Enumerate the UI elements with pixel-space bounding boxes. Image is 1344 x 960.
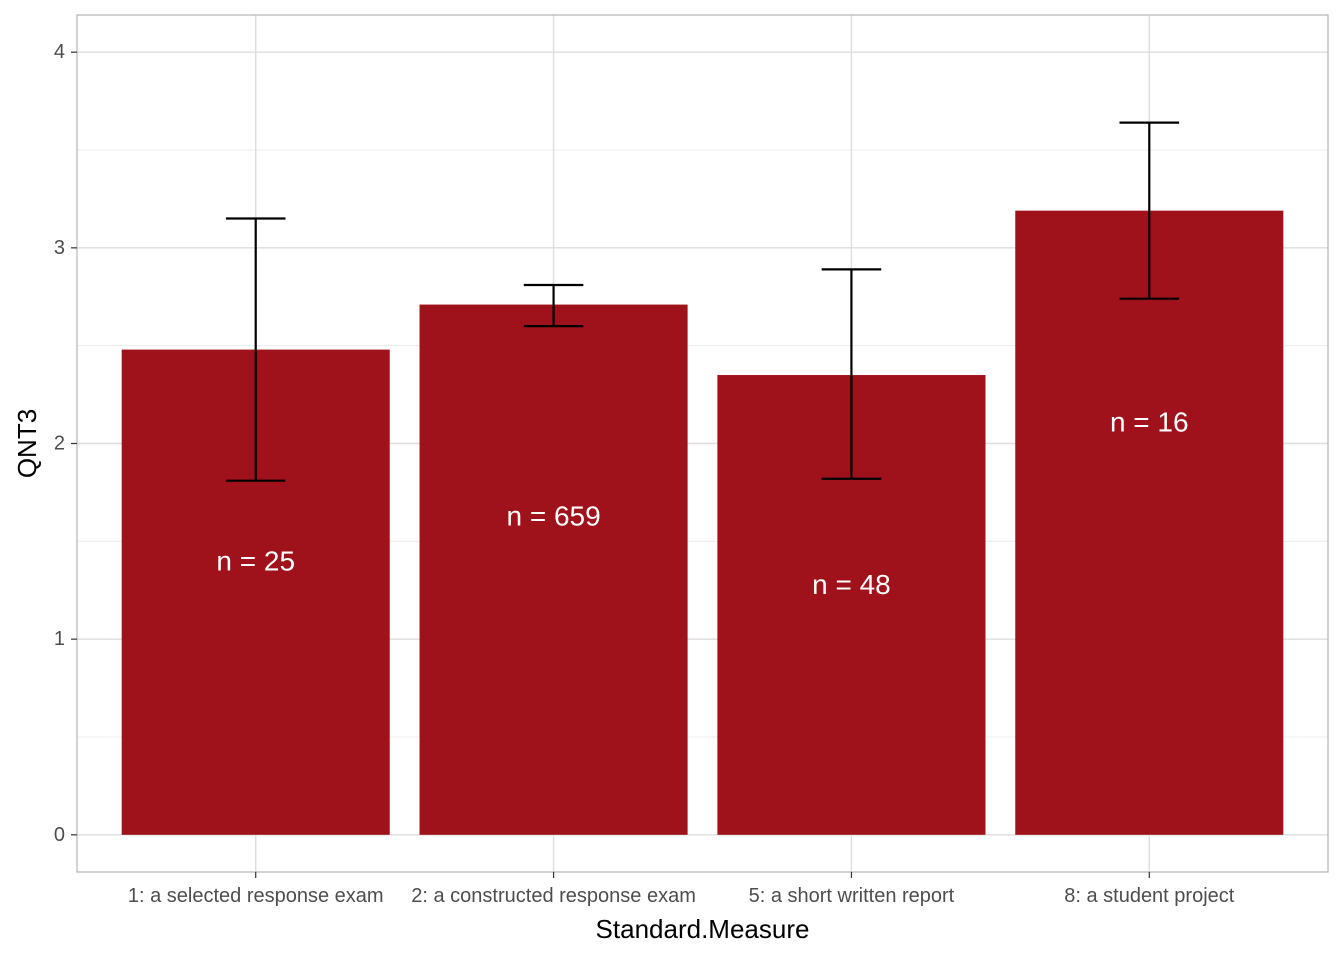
error-bar <box>1119 121 1180 300</box>
y-tick-label: 1 <box>54 628 65 650</box>
x-tick-label: 5: a short written report <box>749 885 955 907</box>
x-axis-title: Standard.Measure <box>596 914 810 944</box>
bar-labels: n = 25 n = 659 n = 48 n = 16 <box>216 406 1188 599</box>
x-axis-ticks: 1: a selected response exam 2: a construc… <box>128 872 1235 907</box>
y-axis-title: QNT3 <box>12 409 42 478</box>
x-tick-label: 8: a student project <box>1064 885 1235 907</box>
bar-count-label: n = 16 <box>1110 406 1189 437</box>
bar <box>419 304 688 835</box>
y-tick-label: 3 <box>54 237 65 259</box>
y-tick-label: 4 <box>54 41 65 63</box>
y-tick-label: 0 <box>54 824 65 846</box>
error-bar <box>821 268 882 480</box>
y-axis-ticks: 0 1 2 3 4 <box>54 41 77 846</box>
error-bar <box>225 217 286 482</box>
x-tick-label: 1: a selected response exam <box>128 885 384 907</box>
bars <box>121 210 1284 835</box>
y-tick-label: 2 <box>54 433 65 455</box>
x-tick-label: 2: a constructed response exam <box>411 885 696 907</box>
bar-count-label: n = 25 <box>216 545 295 576</box>
bar <box>1015 210 1284 835</box>
error-bar <box>523 283 584 328</box>
bar-count-label: n = 48 <box>812 569 891 600</box>
bar-count-label: n = 659 <box>506 500 600 531</box>
error-bars <box>225 121 1180 482</box>
